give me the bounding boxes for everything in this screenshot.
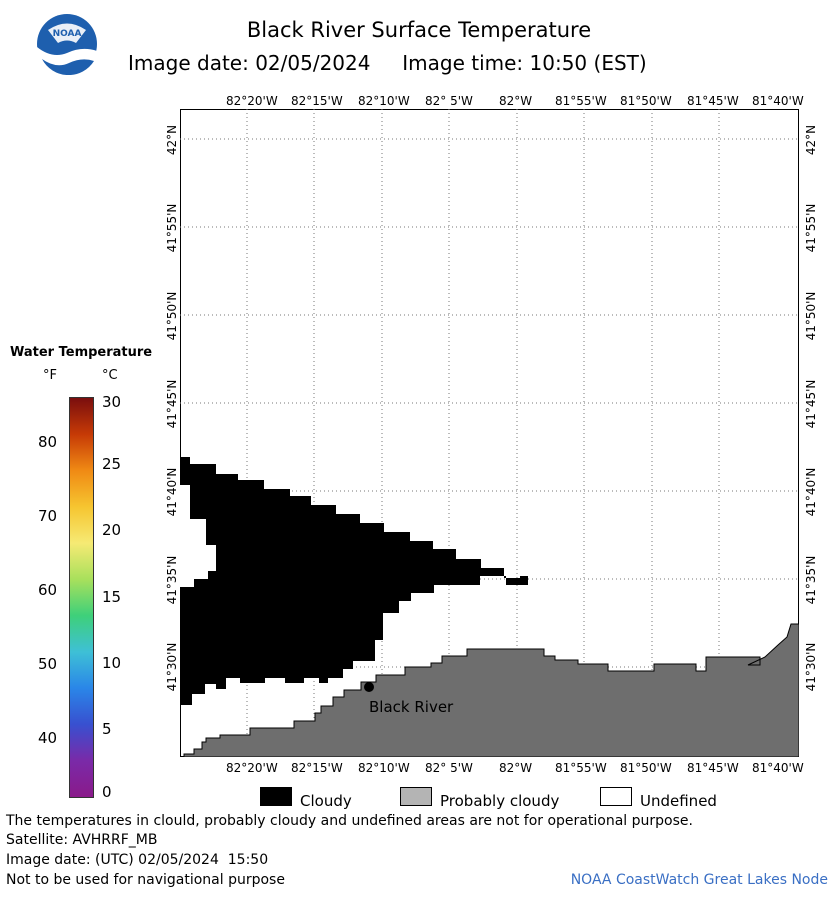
lat-label-left: 42°N xyxy=(165,124,179,156)
probably-cloudy-label: Probably cloudy xyxy=(440,792,560,810)
lon-label-bottom: 81°40'W xyxy=(752,761,804,775)
lat-label-right: 41°55'N xyxy=(804,203,818,253)
lon-label-bottom: 81°45'W xyxy=(687,761,739,775)
land-area xyxy=(183,623,799,757)
lat-label-left: 41°50'N xyxy=(165,291,179,341)
utc-date-text: Image date: (UTC) 02/05/2024 15:50 xyxy=(6,852,269,868)
satellite-text: Satellite: AVHRRF_MB xyxy=(6,832,158,848)
f-tick: 70 xyxy=(38,507,58,525)
cloudy-label: Cloudy xyxy=(300,792,352,810)
image-date-time: Image date: 02/05/2024 Image time: 10:50… xyxy=(128,51,647,75)
f-tick: 50 xyxy=(38,655,58,673)
lon-label-top: 81°40'W xyxy=(752,94,804,108)
unit-celsius: °C xyxy=(102,368,118,383)
f-tick: 40 xyxy=(38,729,58,747)
page-title: Black River Surface Temperature xyxy=(246,18,592,42)
lon-label-top: 82° 5'W xyxy=(425,94,473,108)
lon-label-bottom: 82°10'W xyxy=(358,761,410,775)
lon-label-top: 81°45'W xyxy=(687,94,739,108)
navigation-warning: Not to be used for navigational purpose xyxy=(6,872,285,888)
lat-label-right: 41°45'N xyxy=(804,379,818,429)
lon-label-top: 82°W xyxy=(499,94,533,108)
noaa-logo: NOAA xyxy=(37,14,97,75)
undefined-swatch xyxy=(600,787,632,806)
map-panel xyxy=(180,109,799,757)
lat-label-left: 41°55'N xyxy=(165,203,179,253)
credit-text: NOAA CoastWatch Great Lakes Node xyxy=(570,872,828,888)
lon-label-bottom: 82°W xyxy=(499,761,533,775)
logo-text: NOAA xyxy=(53,29,82,39)
lon-label-top: 81°50'W xyxy=(620,94,672,108)
lon-label-bottom: 81°50'W xyxy=(620,761,672,775)
c-tick: 30 xyxy=(102,393,122,411)
lat-label-right: 41°40'N xyxy=(804,467,818,517)
c-tick: 25 xyxy=(102,455,122,473)
c-tick: 15 xyxy=(102,588,122,606)
undefined-label: Undefined xyxy=(640,792,717,810)
f-tick: 60 xyxy=(38,581,58,599)
lat-label-left: 41°30'N xyxy=(165,642,179,692)
disclaimer-text: The temperatures in clould, probably clo… xyxy=(6,813,693,829)
c-tick: 0 xyxy=(102,783,112,801)
c-tick: 10 xyxy=(102,654,122,672)
black-river-marker xyxy=(364,682,374,692)
lon-label-top: 81°55'W xyxy=(555,94,607,108)
lon-label-bottom: 81°55'W xyxy=(555,761,607,775)
probably-cloudy-swatch xyxy=(400,787,432,806)
c-tick: 20 xyxy=(102,521,122,539)
cloud-area xyxy=(180,457,520,705)
lon-label-bottom: 82°15'W xyxy=(291,761,343,775)
lat-label-right: 41°35'N xyxy=(804,555,818,605)
black-river-label: Black River xyxy=(369,698,454,716)
lat-label-left: 41°40'N xyxy=(165,467,179,517)
lon-label-top: 82°15'W xyxy=(291,94,343,108)
cloud-fragment xyxy=(520,576,528,585)
legend-title: Water Temperature xyxy=(10,345,153,360)
lat-label-right: 41°30'N xyxy=(804,642,818,692)
lat-label-left: 41°45'N xyxy=(165,379,179,429)
lat-label-right: 41°50'N xyxy=(804,291,818,341)
clear-notch xyxy=(180,485,216,587)
unit-fahrenheit: °F xyxy=(43,368,57,383)
cloudy-swatch xyxy=(260,787,292,806)
lon-label-top: 82°20'W xyxy=(226,94,278,108)
c-tick: 5 xyxy=(102,720,112,738)
f-tick: 80 xyxy=(38,433,58,451)
lon-label-bottom: 82° 5'W xyxy=(425,761,473,775)
lon-label-top: 82°10'W xyxy=(358,94,410,108)
lat-label-right: 42°N xyxy=(804,124,818,156)
temperature-colorbar xyxy=(69,397,94,798)
lon-label-bottom: 82°20'W xyxy=(226,761,278,775)
lat-label-left: 41°35'N xyxy=(165,555,179,605)
